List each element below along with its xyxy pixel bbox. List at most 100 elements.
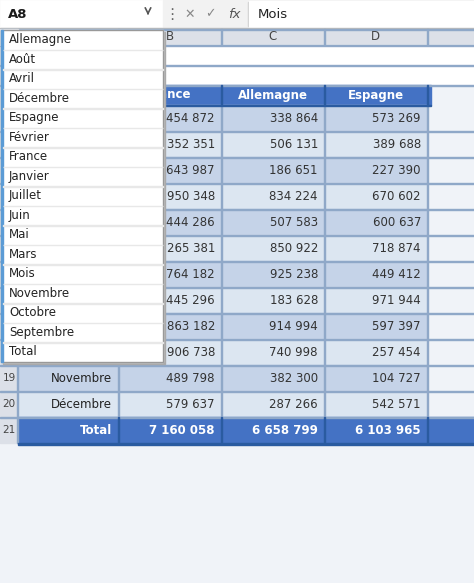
Bar	[221, 157, 222, 183]
Bar	[324, 183, 325, 209]
Bar	[221, 339, 324, 365]
Bar	[17, 105, 18, 131]
Text: 914 994: 914 994	[269, 319, 318, 332]
Bar	[324, 183, 427, 209]
Bar	[221, 391, 324, 417]
Text: 13: 13	[2, 217, 16, 227]
Bar	[18, 391, 118, 417]
Bar	[0, 261, 474, 262]
Bar	[118, 313, 221, 339]
Text: Total: Total	[9, 345, 37, 358]
Bar	[118, 105, 119, 131]
Text: 186 651: 186 651	[270, 163, 318, 177]
Text: 670 602: 670 602	[373, 189, 421, 202]
Bar	[0, 209, 474, 210]
Bar	[0, 28, 474, 29]
Bar	[118, 261, 221, 287]
Bar	[0, 313, 18, 339]
Bar	[118, 85, 431, 105]
Text: Juin: Juin	[90, 241, 112, 255]
Bar	[118, 339, 119, 365]
Text: Mois: Mois	[9, 267, 36, 280]
Text: 925 238: 925 238	[270, 268, 318, 280]
Text: Espagne: Espagne	[347, 89, 403, 101]
Bar	[221, 183, 324, 209]
Text: Novembre: Novembre	[9, 287, 70, 300]
Bar	[118, 131, 119, 157]
Text: 971 944: 971 944	[372, 293, 421, 307]
Text: Février: Février	[9, 131, 50, 144]
Bar	[427, 131, 428, 157]
Text: 542 571: 542 571	[373, 398, 421, 410]
Bar	[118, 157, 221, 183]
Bar	[18, 287, 118, 313]
Bar	[0, 85, 18, 105]
Text: ⋮: ⋮	[164, 6, 180, 22]
Text: 9: 9	[6, 113, 12, 123]
Bar	[0, 29, 474, 30]
Bar	[221, 261, 324, 287]
Bar	[18, 65, 474, 85]
Bar	[0, 235, 474, 236]
Bar	[0, 45, 474, 46]
Bar	[324, 235, 325, 261]
Bar	[1, 30, 163, 361]
Bar	[1, 30, 163, 361]
Text: Octobre: Octobre	[65, 346, 112, 359]
Text: Mai: Mai	[9, 229, 30, 241]
Bar	[18, 261, 118, 287]
Text: 7 160 058: 7 160 058	[149, 423, 215, 437]
Text: 10: 10	[2, 139, 16, 149]
Text: B: B	[165, 30, 173, 44]
Bar	[17, 131, 18, 157]
Bar	[221, 235, 222, 261]
Bar	[0, 209, 18, 235]
Bar	[221, 417, 222, 443]
Bar	[427, 183, 428, 209]
Text: 643 987: 643 987	[166, 163, 215, 177]
Bar	[17, 235, 18, 261]
Bar	[1, 30, 3, 361]
Bar	[324, 261, 325, 287]
Bar	[118, 29, 119, 45]
Bar	[17, 417, 18, 443]
Bar	[118, 391, 119, 417]
Bar	[324, 391, 325, 417]
Text: 352 351: 352 351	[167, 138, 215, 150]
Text: Juillet: Juillet	[79, 268, 112, 280]
Bar	[427, 209, 428, 235]
Bar	[17, 365, 18, 391]
Text: 19: 19	[2, 373, 16, 383]
Bar	[427, 391, 428, 417]
Bar	[0, 157, 474, 158]
Bar	[18, 131, 118, 157]
Bar	[18, 235, 118, 261]
Text: 507 583: 507 583	[270, 216, 318, 229]
Bar	[118, 339, 221, 365]
Text: 18: 18	[2, 347, 16, 357]
Text: 265 381: 265 381	[167, 241, 215, 255]
Text: 20: 20	[2, 399, 16, 409]
Bar	[427, 365, 428, 391]
Bar	[17, 261, 18, 287]
Bar	[18, 209, 118, 235]
Text: 12: 12	[2, 191, 16, 201]
Bar	[221, 105, 222, 131]
Bar	[0, 261, 18, 287]
Bar	[324, 235, 427, 261]
Bar	[118, 209, 119, 235]
Bar	[118, 391, 221, 417]
Text: Janvier: Janvier	[71, 111, 112, 125]
Text: Août: Août	[85, 293, 112, 307]
Text: Mai: Mai	[91, 216, 112, 229]
Text: 389 688: 389 688	[373, 138, 421, 150]
Text: 718 874: 718 874	[373, 241, 421, 255]
Bar	[324, 287, 325, 313]
Bar	[118, 235, 221, 261]
Bar	[427, 417, 428, 443]
Text: 17: 17	[2, 321, 16, 331]
Text: France: France	[147, 89, 192, 101]
Bar	[427, 157, 428, 183]
Bar	[118, 85, 119, 105]
Bar	[221, 209, 222, 235]
